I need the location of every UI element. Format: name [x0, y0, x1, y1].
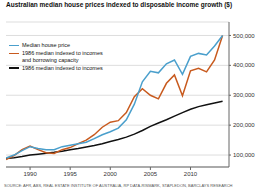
svg-text:2000: 2000	[104, 171, 118, 177]
svg-text:200,000: 200,000	[233, 122, 255, 128]
svg-text:400,000: 400,000	[233, 62, 255, 68]
svg-text:2005: 2005	[144, 171, 158, 177]
html-text:Australian median house prices: Australian median house prices indexed t…	[6, 1, 233, 8]
svg-text:1995: 1995	[63, 171, 77, 177]
svg-text:300,000: 300,000	[233, 92, 255, 98]
html-text:Median house price: Median house price	[22, 42, 70, 48]
svg-text:500,000: 500,000	[233, 33, 255, 39]
svg-text:1990: 1990	[23, 171, 37, 177]
html-text:1986 median indexed to incomes: 1986 median indexed to incomes and borro…	[22, 50, 103, 63]
svg-text:100,000: 100,000	[233, 152, 255, 158]
html-text:SOURCE: AFR, ABS, REAL ESTATE: SOURCE: AFR, ABS, REAL ESTATE INSTITUTE …	[4, 183, 233, 188]
html-text:1986 median indexed to incomes: 1986 median indexed to incomes	[22, 64, 103, 71]
svg-text:2010: 2010	[184, 171, 198, 177]
